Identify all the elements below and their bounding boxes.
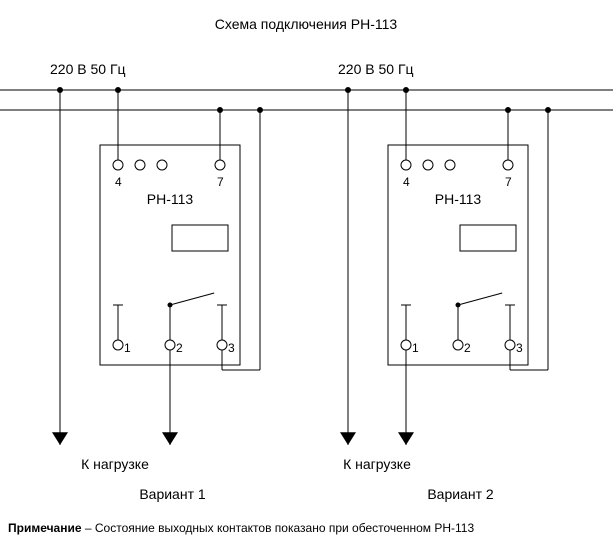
load-label: К нагрузке <box>0 456 265 472</box>
footnote: Примечание – Состояние выходных контакто… <box>8 521 474 535</box>
supply-label: 220 В 50 Гц <box>338 61 414 77</box>
load-label: К нагрузке <box>227 456 527 472</box>
device-label: РН-113 <box>308 191 608 207</box>
variant-label: Вариант 1 <box>23 486 323 502</box>
variant-label: Вариант 2 <box>311 486 611 502</box>
device-label: РН-113 <box>20 191 320 207</box>
diagram-title: Схема подключения РН-113 <box>156 16 456 32</box>
supply-label: 220 В 50 Гц <box>50 61 126 77</box>
